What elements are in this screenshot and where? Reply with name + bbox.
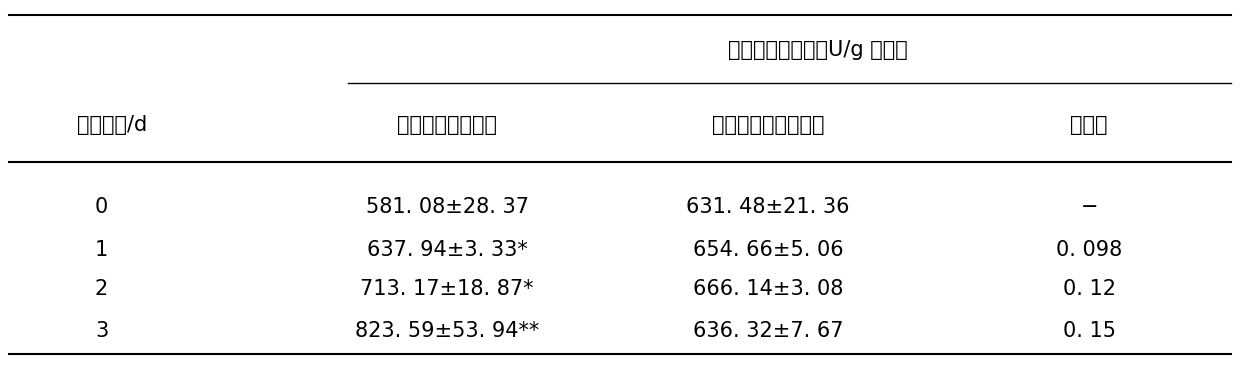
Text: 1: 1 <box>95 240 108 260</box>
Text: 未接种杨树腐烂病菌: 未接种杨树腐烂病菌 <box>712 115 825 135</box>
Text: 2: 2 <box>95 279 108 299</box>
Text: 0: 0 <box>95 197 108 217</box>
Text: 增长率: 增长率 <box>1070 115 1107 135</box>
Text: 0. 12: 0. 12 <box>1063 279 1116 299</box>
Text: 超氧化物歧化酶（U/g 鲜重）: 超氧化物歧化酶（U/g 鲜重） <box>728 40 908 60</box>
Text: 0. 098: 0. 098 <box>1056 240 1122 260</box>
Text: 637. 94±3. 33*: 637. 94±3. 33* <box>367 240 527 260</box>
Text: 接种时间/d: 接种时间/d <box>77 115 148 135</box>
Text: 666. 14±3. 08: 666. 14±3. 08 <box>693 279 843 299</box>
Text: 631. 48±21. 36: 631. 48±21. 36 <box>687 197 849 217</box>
Text: 接种杨树腐烂病菌: 接种杨树腐烂病菌 <box>397 115 497 135</box>
Text: 3: 3 <box>95 321 108 341</box>
Text: 0. 15: 0. 15 <box>1063 321 1116 341</box>
Text: −: − <box>1080 197 1097 217</box>
Text: 713. 17±18. 87*: 713. 17±18. 87* <box>361 279 534 299</box>
Text: 823. 59±53. 94**: 823. 59±53. 94** <box>355 321 539 341</box>
Text: 636. 32±7. 67: 636. 32±7. 67 <box>693 321 843 341</box>
Text: 654. 66±5. 06: 654. 66±5. 06 <box>693 240 843 260</box>
Text: 581. 08±28. 37: 581. 08±28. 37 <box>366 197 528 217</box>
